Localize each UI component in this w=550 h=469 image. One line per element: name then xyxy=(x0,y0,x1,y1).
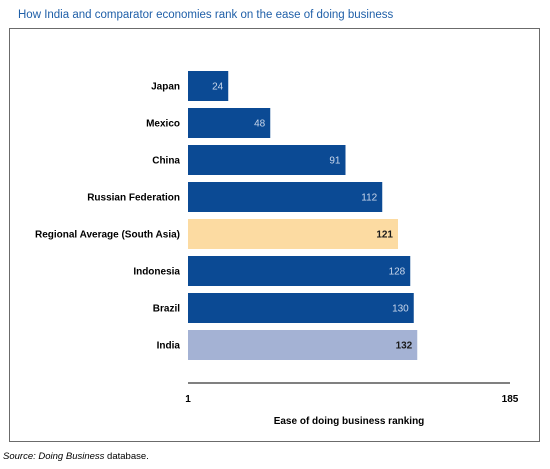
category-label-brazil: Brazil xyxy=(153,304,180,315)
chart-title: How India and comparator economies rank … xyxy=(18,9,394,21)
bar-value-china: 91 xyxy=(329,156,341,167)
x-tick-label-max: 185 xyxy=(502,394,519,405)
bar-value-india: 132 xyxy=(396,341,413,352)
bar-value-russian-federation: 112 xyxy=(361,193,377,204)
x-axis-title: Ease of doing business ranking xyxy=(274,416,425,427)
bar-japan xyxy=(188,71,229,101)
category-label-russian-federation: Russian Federation xyxy=(87,193,180,204)
source-italic: Doing Business xyxy=(38,451,105,462)
source-note: Source: Doing Business database. xyxy=(3,451,149,462)
bar-russian-federation xyxy=(188,182,383,212)
bar-value-brazil: 130 xyxy=(392,304,409,315)
bar-brazil xyxy=(188,293,414,323)
bar-value-japan: 24 xyxy=(212,82,224,93)
x-axis: 1 185 Ease of doing business ranking xyxy=(185,382,519,427)
category-label-japan: Japan xyxy=(151,82,180,93)
category-label-india: India xyxy=(157,341,181,352)
category-label-china: China xyxy=(152,156,180,167)
source-prefix: Source: xyxy=(3,451,39,462)
bar-indonesia xyxy=(188,256,411,286)
bar-value-indonesia: 128 xyxy=(389,267,406,278)
bar-mexico xyxy=(188,108,271,138)
category-label-indonesia: Indonesia xyxy=(133,267,180,278)
bars-layer: 24 Japan 48 Mexico 91 China 112 Russian Federat… xyxy=(35,71,418,360)
bar-china xyxy=(188,145,346,175)
bar-india xyxy=(188,330,418,360)
bar-value-regional-average-south-asia: 121 xyxy=(376,230,393,241)
x-tick-label-min: 1 xyxy=(185,394,191,405)
category-label-mexico: Mexico xyxy=(146,119,180,130)
bar-value-mexico: 48 xyxy=(254,119,266,130)
category-label-regional-average-south-asia: Regional Average (South Asia) xyxy=(35,230,180,241)
bar-regional-average-south-asia xyxy=(188,219,398,249)
source-suffix: database. xyxy=(104,451,149,462)
